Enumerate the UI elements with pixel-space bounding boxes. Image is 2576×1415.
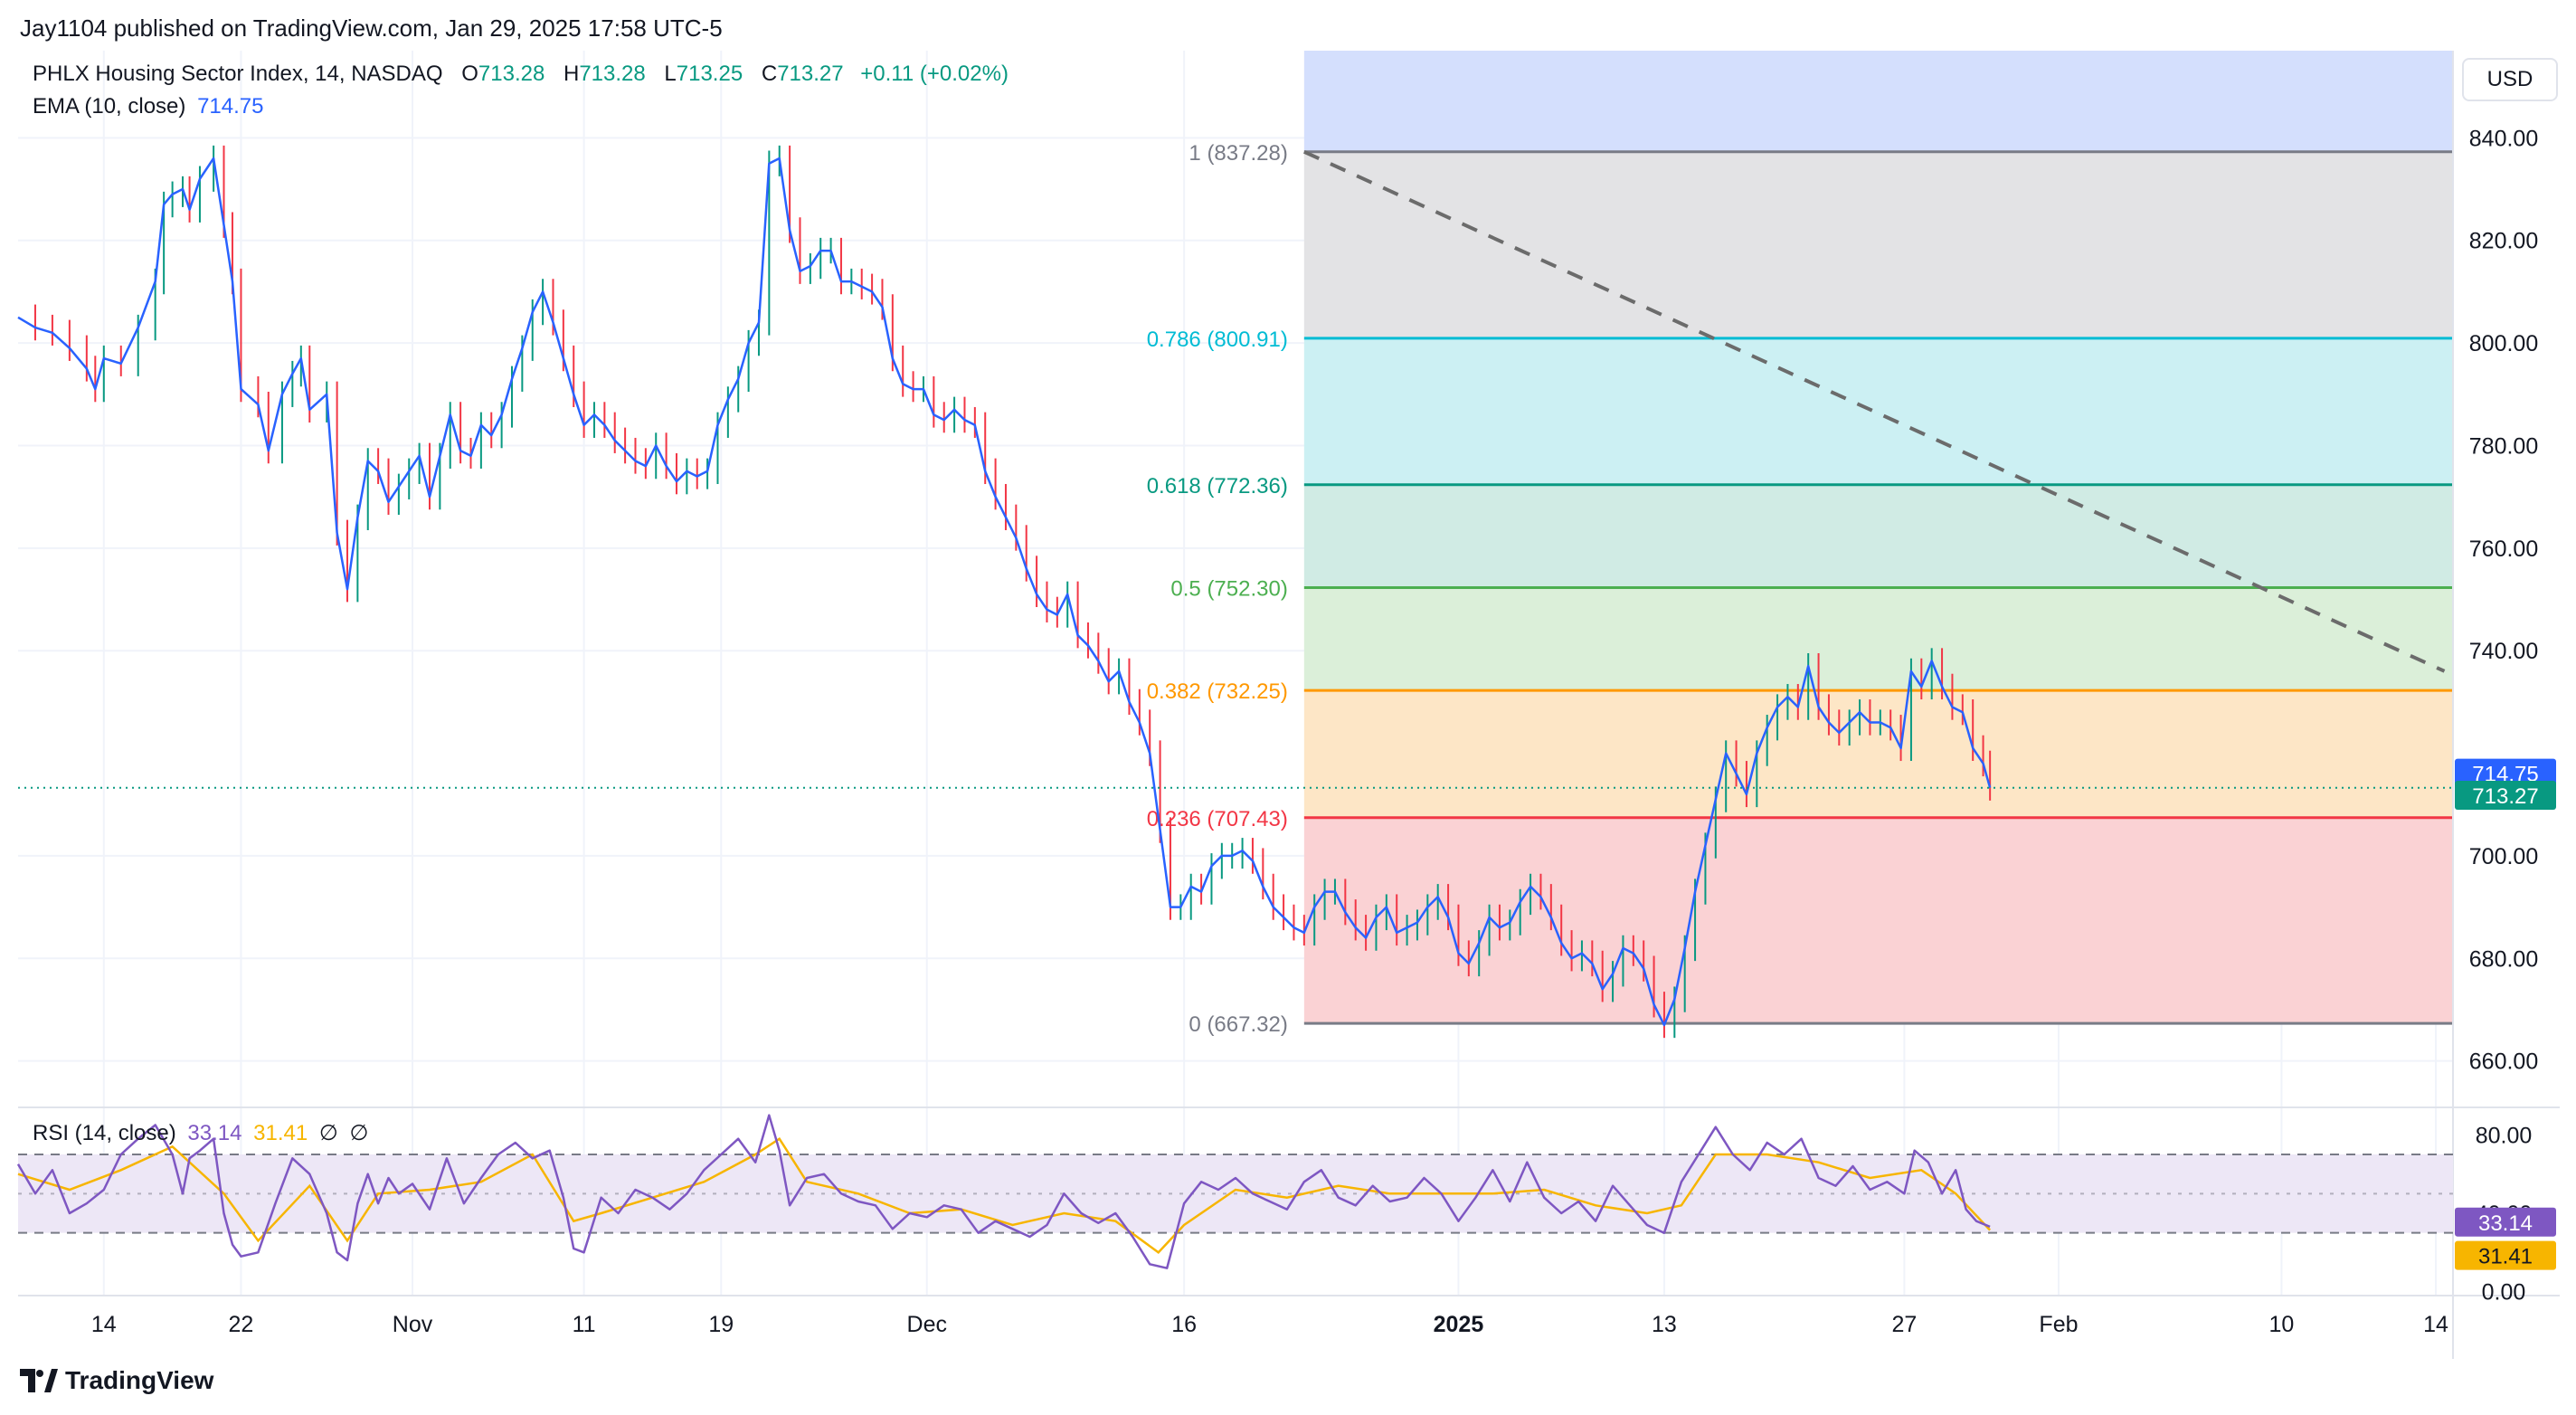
fib-level-label-0.5: 0.5 (752.30) bbox=[1170, 576, 1287, 601]
time-axis-tick: 10 bbox=[2269, 1312, 2295, 1337]
rsi-legend[interactable]: RSI (14, close) 33.14 31.41 ∅ ∅ bbox=[33, 1120, 368, 1146]
fib-zone-0.236 bbox=[1303, 817, 2453, 1024]
time-axis-tick: 19 bbox=[708, 1312, 734, 1337]
ohlc-close-label: C bbox=[761, 62, 778, 86]
symbol-title[interactable]: PHLX Housing Sector Index, 14, NASDAQ bbox=[33, 62, 443, 86]
rsi-value: 33.14 bbox=[187, 1121, 242, 1145]
fib-level-label-1: 1 (837.28) bbox=[1189, 141, 1287, 166]
symbol-legend: PHLX Housing Sector Index, 14, NASDAQ O7… bbox=[33, 62, 1009, 87]
fib-zone-0.786 bbox=[1303, 337, 2453, 485]
ema-value: 714.75 bbox=[197, 94, 264, 119]
time-axis-tick: 2025 bbox=[1434, 1312, 1484, 1337]
price-axis-tick: 820.00 bbox=[2469, 229, 2538, 254]
fib-level-label-0.236: 0.236 (707.43) bbox=[1147, 807, 1288, 831]
rsi-ma-badge-bg bbox=[2455, 1240, 2556, 1270]
tradingview-brand[interactable]: TradingView bbox=[20, 1366, 213, 1395]
fib-zone-0.5 bbox=[1303, 587, 2453, 691]
rsi-axis-tick: 0.00 bbox=[2482, 1280, 2526, 1306]
fib-level-label-0.618: 0.618 (772.36) bbox=[1147, 474, 1288, 499]
price-axis-tick: 760.00 bbox=[2469, 537, 2538, 562]
time-axis-tick: 11 bbox=[573, 1312, 596, 1337]
ohlc-open-label: O bbox=[461, 62, 478, 86]
ohlc-high-label: H bbox=[563, 62, 580, 86]
ohlc-low: 713.25 bbox=[676, 62, 743, 86]
published-line: Jay1104 published on TradingView.com, Ja… bbox=[20, 14, 723, 42]
ohlc-open: 713.28 bbox=[478, 62, 545, 86]
time-axis-tick: Feb bbox=[2039, 1312, 2078, 1337]
last-price-badge-bg bbox=[2455, 781, 2556, 811]
fib-level-label-0.382: 0.382 (732.25) bbox=[1147, 679, 1288, 704]
price-axis-tick: 840.00 bbox=[2469, 126, 2538, 151]
rsi-extra-2: ∅ bbox=[349, 1121, 369, 1145]
time-axis-tick: Dec bbox=[907, 1312, 947, 1337]
currency-button[interactable]: USD bbox=[2462, 58, 2558, 101]
price-axis-tick: 740.00 bbox=[2469, 639, 2538, 664]
time-axis-tick: 13 bbox=[1652, 1312, 1677, 1337]
rsi-value-badge-bg bbox=[2455, 1207, 2556, 1237]
last-price-badge: 713.27 bbox=[2472, 784, 2538, 809]
ema-legend[interactable]: EMA (10, close) 714.75 bbox=[33, 94, 263, 119]
ema-price-badge-bg bbox=[2455, 758, 2556, 788]
time-axis-tick: 14 bbox=[91, 1312, 117, 1337]
fib-zone-top bbox=[1303, 51, 2453, 152]
rsi-axis-tick: 80.00 bbox=[2476, 1123, 2533, 1148]
rsi-ma-value: 31.41 bbox=[253, 1121, 308, 1145]
fib-zone-0.618 bbox=[1303, 484, 2453, 588]
time-axis-tick: 14 bbox=[2423, 1312, 2448, 1337]
rsi-label: RSI (14, close) bbox=[33, 1121, 176, 1145]
time-axis-tick: Nov bbox=[393, 1312, 433, 1337]
rsi-ma-badge: 31.41 bbox=[2478, 1245, 2533, 1269]
fib-level-label-0: 0 (667.32) bbox=[1189, 1012, 1287, 1037]
ohlc-high: 713.28 bbox=[579, 62, 646, 86]
ema-label: EMA (10, close) bbox=[33, 94, 186, 119]
trendline bbox=[1303, 149, 2446, 673]
price-axis-tick: 700.00 bbox=[2469, 844, 2538, 869]
ohlc-change: +0.11 (+0.02%) bbox=[860, 62, 1009, 86]
rsi-value-badge: 33.14 bbox=[2478, 1211, 2533, 1236]
time-axis-tick: 22 bbox=[229, 1312, 254, 1337]
rsi-extra-1: ∅ bbox=[318, 1121, 338, 1145]
price-axis-tick: 800.00 bbox=[2469, 331, 2538, 356]
ohlc-low-label: L bbox=[664, 62, 677, 86]
time-axis-tick: 16 bbox=[1171, 1312, 1197, 1337]
fib-level-label-0.786: 0.786 (800.91) bbox=[1147, 328, 1288, 352]
price-axis-tick: 660.00 bbox=[2469, 1049, 2538, 1075]
time-axis-tick: 27 bbox=[1891, 1312, 1917, 1337]
fib-zone-0.382 bbox=[1303, 690, 2453, 818]
price-axis-tick: 780.00 bbox=[2469, 433, 2538, 459]
rsi-line bbox=[16, 1114, 1991, 1269]
ohlc-close: 713.27 bbox=[777, 62, 844, 86]
fib-zone-1 bbox=[1303, 151, 2453, 338]
price-line bbox=[17, 157, 1992, 1027]
brand-text: TradingView bbox=[65, 1366, 214, 1394]
tradingview-logo-icon bbox=[20, 1369, 58, 1392]
price-axis-tick: 680.00 bbox=[2469, 946, 2538, 972]
